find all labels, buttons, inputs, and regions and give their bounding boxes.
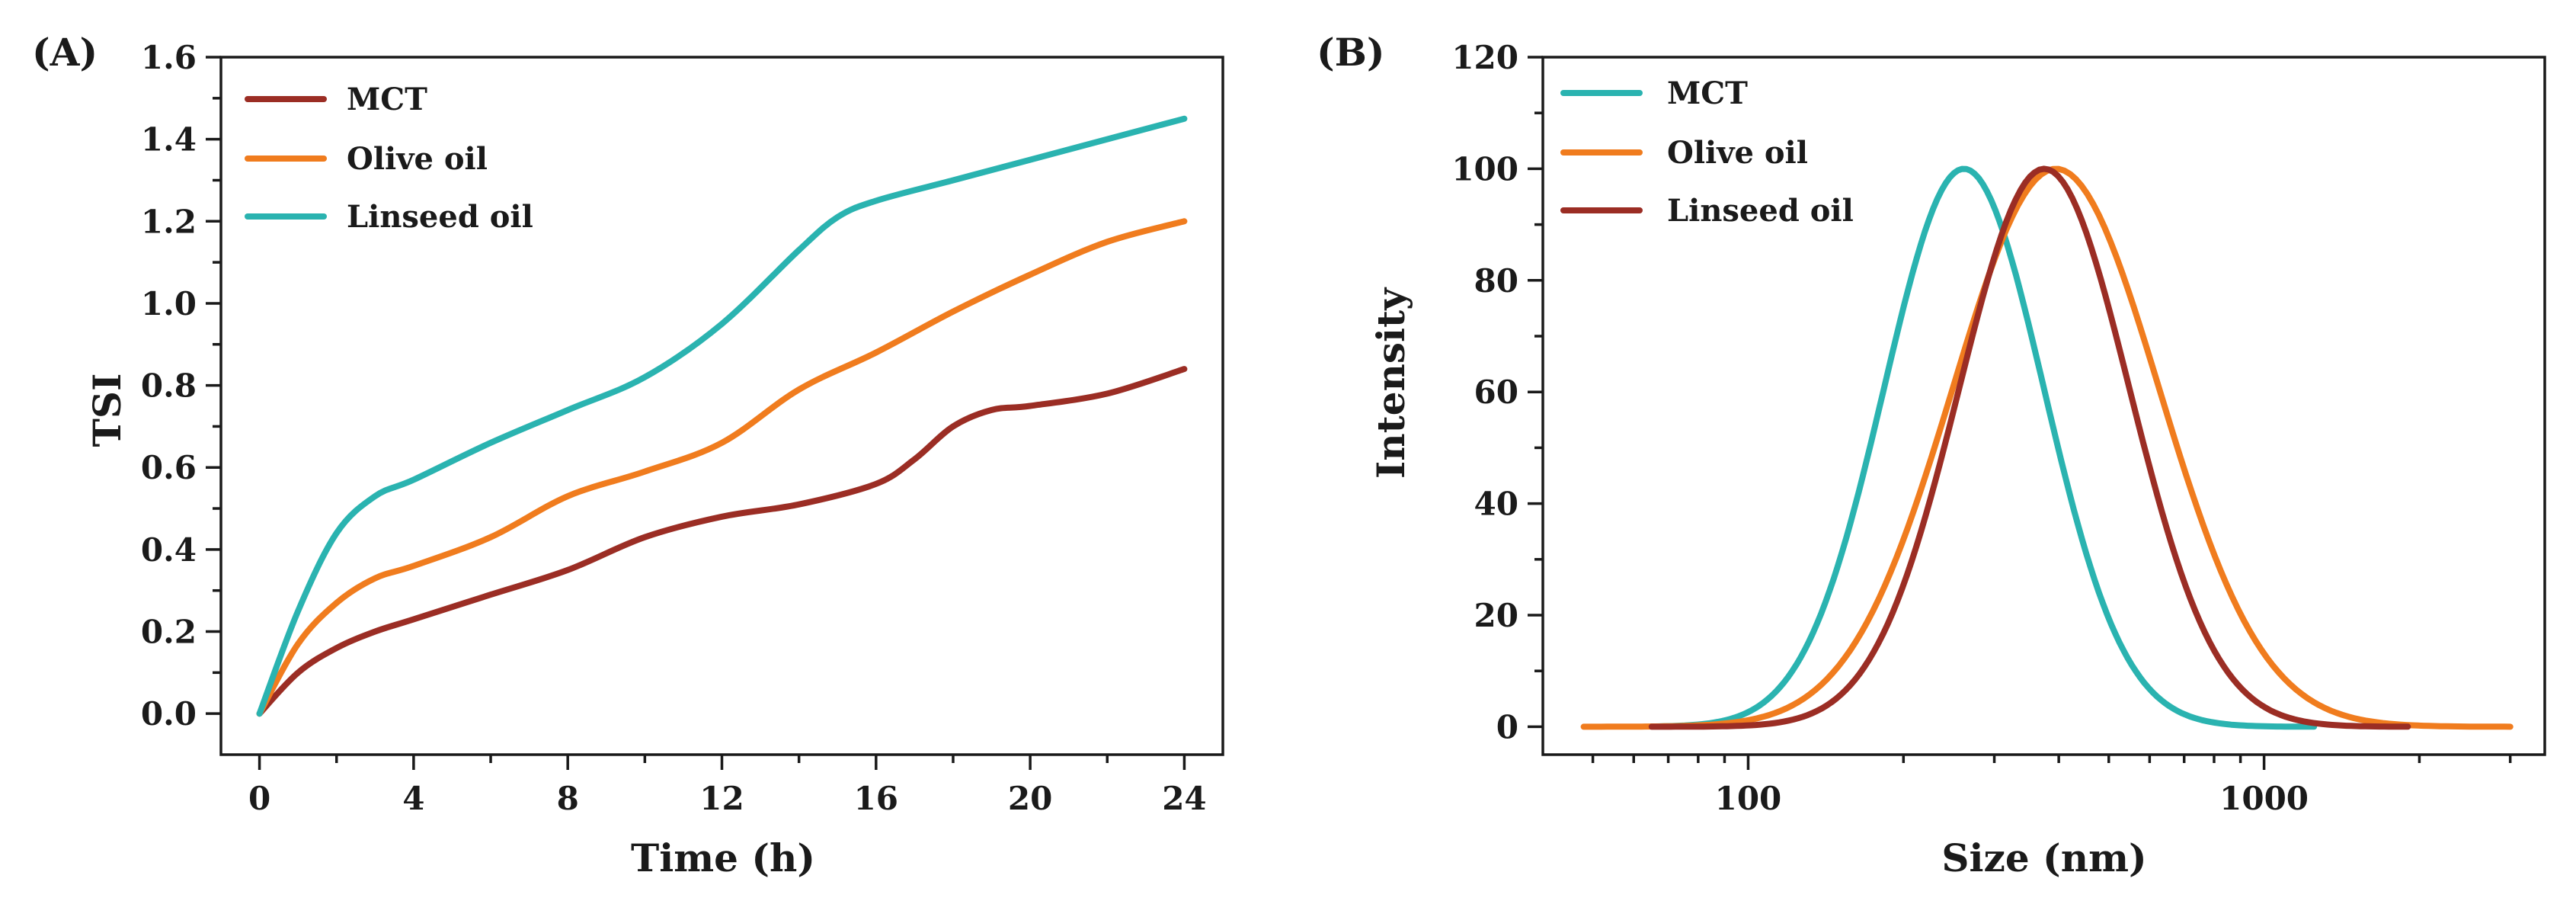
panel-a-y-tick-label: 0.8 (141, 367, 197, 405)
panel-a-series-linseed-oil-line (256, 115, 1188, 717)
panel-b-plot-frame (1541, 56, 2546, 756)
panel-a-tsi-chart: (A) 0 4 8 12 16 20 24 0.0 0.2 0.4 0.6 0.8 1.0 1.2 1.4 1… (32, 30, 1224, 880)
panel-a-series (256, 115, 1188, 717)
panel-a-x-tick-label: 12 (699, 780, 744, 817)
panel-a-y-tick-label: 0.6 (141, 449, 197, 486)
panel-a-x-tick-label: 8 (557, 780, 579, 817)
panel-a-x-tick-label: 24 (1162, 780, 1206, 817)
panel-b-y-tick-label: 80 (1474, 262, 1518, 300)
panel-a-x-tick-label: 16 (854, 780, 898, 817)
panel-b-y-tick-label: 0 (1496, 708, 1518, 745)
panel-a-x-tick-label: 4 (402, 780, 424, 817)
panel-b-series-mct-line (1648, 165, 2318, 730)
panel-a-y-tick-label: 1.0 (141, 285, 197, 322)
panel-b-size-distribution-chart: (B) 100 1000 0 20 40 60 80 100 120 Size (nm) Int… (1317, 30, 2546, 880)
panel-b-legend-label-olive-oil: Olive oil (1667, 135, 1808, 171)
panel-b-series-linseed-oil-line (1648, 165, 2411, 730)
panel-a-legend-label-linseed-oil: Linseed oil (347, 199, 533, 235)
panel-b-y-tick-label: 40 (1474, 486, 1518, 523)
panel-a-series-olive-oil-line (256, 218, 1188, 717)
panel-b-legend-label-linseed-oil: Linseed oil (1667, 193, 1854, 229)
panel-a-legend-label-mct: MCT (347, 82, 427, 117)
panel-a-y-tick-label: 0.2 (141, 614, 197, 651)
panel-a-x-tick-label: 0 (248, 780, 270, 817)
panel-a-x-axis-title: Time (h) (631, 835, 815, 880)
panel-a-ticks: 0 4 8 12 16 20 24 0.0 0.2 0.4 0.6 0.8 1.0 1.2 1.4 1.6 (141, 39, 1207, 817)
panel-a-y-tick-label: 1.2 (141, 203, 197, 240)
panel-b-legend: MCT Olive oil Linseed oil (1560, 75, 1854, 229)
panel-a-series-mct-line (256, 366, 1188, 717)
panel-b-y-tick-label: 60 (1474, 374, 1518, 411)
panel-a-y-tick-label: 1.4 (141, 121, 197, 159)
panel-b-x-axis-title: Size (nm) (1941, 835, 2146, 880)
panel-b-label: (B) (1317, 30, 1385, 75)
panel-b-series (1580, 165, 2514, 730)
panel-b-series-olive-oil-line (1580, 165, 2514, 730)
panel-a-y-axis-title: TSI (85, 374, 130, 447)
panel-a-y-tick-label: 0.0 (141, 695, 197, 733)
panel-a-y-tick-label: 0.4 (141, 531, 197, 569)
panel-b-y-tick-label: 20 (1474, 597, 1518, 634)
panel-a-label: (A) (32, 30, 98, 75)
panel-a-legend-label-olive-oil: Olive oil (347, 141, 488, 177)
panel-b-legend-label-mct: MCT (1667, 75, 1748, 111)
panel-a-y-tick-label: 1.6 (141, 39, 197, 76)
panel-b-x-tick-label: 1000 (2219, 780, 2309, 817)
panel-a-legend: MCT Olive oil Linseed oil (245, 82, 533, 235)
panel-b-y-tick-label: 120 (1451, 39, 1518, 76)
panel-b-x-tick-label: 100 (1715, 780, 1782, 817)
panel-b-y-tick-label: 100 (1451, 150, 1518, 188)
panel-b-ticks: 100 1000 0 20 40 60 80 100 120 (1451, 39, 2512, 817)
panel-a-x-tick-label: 20 (1008, 780, 1052, 817)
panel-b-y-axis-title: Intensity (1368, 287, 1413, 479)
